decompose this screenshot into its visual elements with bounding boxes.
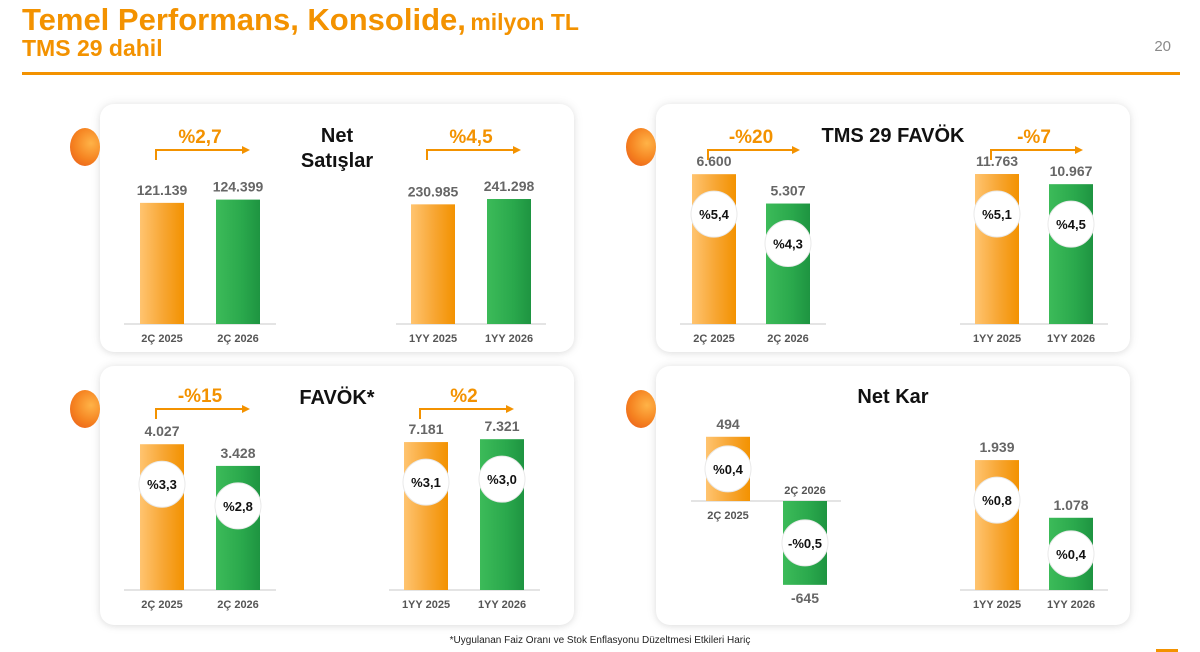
bar: [411, 204, 455, 324]
margin-bubble: [1047, 200, 1095, 248]
chart-title: Net: [321, 125, 354, 147]
value-label: 494: [716, 416, 740, 432]
category-label: 2Ç 2025: [707, 510, 749, 522]
change-label: %2,7: [178, 127, 221, 148]
value-label: 4.027: [144, 423, 179, 439]
margin-label: %0,4: [1056, 547, 1086, 562]
margin-bubble: [478, 455, 526, 503]
accent-shape: [626, 390, 656, 428]
change-label: %2: [450, 386, 477, 407]
margin-label: %3,1: [411, 475, 441, 490]
margin-bubble: [138, 460, 186, 508]
category-label: 1YY 2025: [973, 333, 1021, 345]
margin-label: %4,3: [773, 237, 803, 252]
margin-label: %0,4: [713, 462, 743, 477]
margin-label: %4,5: [1056, 217, 1086, 232]
margin-bubble: [781, 519, 829, 567]
change-arrow: [155, 405, 250, 419]
accent-shape: [70, 390, 100, 428]
chart-title: TMS 29 FAVÖK: [822, 124, 966, 147]
change-arrow: [426, 146, 521, 160]
accent-shape: [626, 128, 656, 166]
margin-bubble: [973, 476, 1021, 524]
value-label: 1.078: [1053, 497, 1088, 513]
chart-title: Net Kar: [857, 386, 928, 408]
change-label: -%15: [178, 386, 223, 407]
change-label: -%20: [729, 127, 773, 148]
accent-shape: [70, 128, 100, 166]
category-label: 2Ç 2025: [141, 333, 183, 345]
change-arrow: [155, 146, 250, 160]
bar: [487, 199, 531, 324]
page-title-main: Temel Performans, Konsolide,: [22, 2, 466, 37]
change-label: -%7: [1017, 127, 1051, 148]
corner-accent: [1156, 649, 1178, 652]
change-arrow: [419, 405, 514, 419]
margin-bubble: [1047, 530, 1095, 578]
category-label: 1YY 2025: [409, 333, 457, 345]
category-label: 2Ç 2026: [217, 333, 259, 345]
margin-bubble: [704, 445, 752, 493]
page-title-unit: milyon TL: [470, 9, 579, 35]
value-label: 10.967: [1050, 163, 1093, 179]
header: Temel Performans, Konsolide, milyon TL T…: [22, 2, 579, 62]
margin-label: %5,4: [699, 207, 729, 222]
margin-label: %2,8: [223, 499, 253, 514]
margin-bubble: [214, 482, 262, 530]
value-label: 121.139: [137, 182, 188, 198]
value-label: 230.985: [408, 183, 459, 199]
category-label: 2Ç 2026: [784, 485, 826, 497]
value-label: 7.181: [408, 421, 443, 437]
value-label: 241.298: [484, 178, 535, 194]
page-number: 20: [1154, 38, 1171, 55]
change-arrow: [707, 146, 800, 160]
margin-bubble: [690, 190, 738, 238]
category-label: 2Ç 2026: [217, 599, 259, 611]
category-label: 1YY 2025: [402, 599, 450, 611]
value-label: 124.399: [213, 179, 264, 195]
category-label: 1YY 2026: [1047, 333, 1095, 345]
value-label: 6.600: [696, 153, 731, 169]
margin-label: %3,0: [487, 472, 517, 487]
value-label: 5.307: [770, 183, 805, 199]
chart-title: FAVÖK*: [299, 386, 374, 409]
value-label: 11.763: [976, 153, 1018, 169]
page-subtitle: TMS 29 dahil: [22, 35, 163, 61]
category-label: 2Ç 2026: [767, 333, 809, 345]
margin-label: %5,1: [982, 207, 1012, 222]
value-label: -645: [791, 590, 819, 606]
margin-bubble: [764, 220, 812, 268]
value-label: 7.321: [484, 418, 519, 434]
bar: [140, 202, 184, 324]
category-label: 1YY 2026: [1047, 599, 1095, 611]
category-label: 2Ç 2025: [693, 333, 735, 345]
change-arrow: [990, 146, 1083, 160]
margin-label: %3,3: [147, 477, 177, 492]
page-title: Temel Performans, Konsolide, milyon TL: [22, 2, 579, 38]
category-label: 1YY 2026: [485, 333, 533, 345]
value-label: 1.939: [979, 439, 1014, 455]
margin-label: %0,8: [982, 493, 1012, 508]
margin-bubble: [973, 190, 1021, 238]
category-label: 1YY 2025: [973, 599, 1021, 611]
footnote: *Uygulanan Faiz Oranı ve Stok Enflasyonu…: [449, 635, 751, 646]
margin-label: -%0,5: [788, 536, 822, 551]
change-label: %4,5: [449, 127, 493, 148]
chart-title: Satışlar: [301, 150, 373, 172]
category-label: 2Ç 2025: [141, 599, 183, 611]
category-label: 1YY 2026: [478, 599, 526, 611]
margin-bubble: [402, 458, 450, 506]
value-label: 3.428: [220, 445, 255, 461]
bar: [216, 199, 260, 324]
header-divider: [22, 72, 1180, 75]
